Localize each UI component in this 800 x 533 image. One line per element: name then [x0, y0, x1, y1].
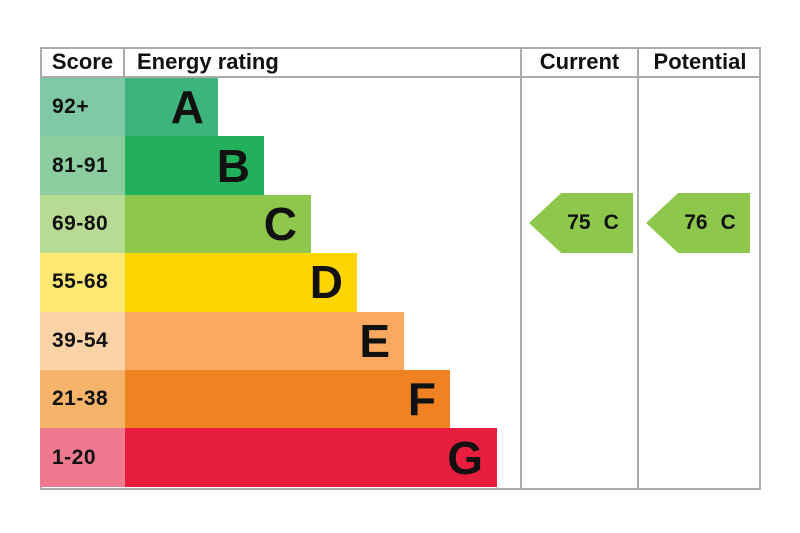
- band-letter: B: [216, 139, 250, 192]
- band-bar: B: [125, 136, 264, 195]
- band-rows: 92+ A 81-91 B 69-80 C 55-68: [40, 78, 500, 487]
- band-score-range: 55-68: [52, 270, 109, 294]
- band-letter: F: [407, 373, 436, 426]
- band-row-c: 69-80 C: [40, 194, 500, 254]
- divider-score-energy: [123, 47, 125, 78]
- band-score-range: 92+: [52, 95, 90, 119]
- band-score-cell: 1-20: [40, 428, 125, 487]
- band-score-cell: 81-91: [40, 136, 125, 195]
- potential-rating-band: C: [720, 211, 736, 234]
- band-bar: A: [125, 78, 218, 137]
- band-score-cell: 21-38: [40, 369, 125, 429]
- current-rating-value: 75: [567, 211, 591, 234]
- band-letter: C: [263, 197, 297, 250]
- band-bar: F: [125, 369, 450, 429]
- header-bottom-border: [40, 76, 761, 78]
- band-row-f: 21-38 F: [40, 369, 500, 429]
- band-bar: D: [125, 253, 357, 312]
- band-score-range: 69-80: [52, 211, 109, 235]
- band-score-cell: 69-80: [40, 194, 125, 254]
- band-bar: C: [125, 194, 311, 254]
- band-score-cell: 55-68: [40, 253, 125, 312]
- band-row-b: 81-91 B: [40, 136, 500, 195]
- band-score-range: 1-20: [52, 445, 97, 469]
- divider-energy-current: [520, 47, 522, 490]
- band-row-d: 55-68 D: [40, 253, 500, 312]
- current-rating-band: C: [603, 211, 619, 234]
- header-energy-rating: Energy rating: [137, 49, 279, 74]
- band-bar: G: [125, 428, 497, 487]
- band-row-g: 1-20 G: [40, 428, 500, 487]
- band-letter: E: [359, 314, 390, 367]
- divider-current-potential: [637, 47, 639, 490]
- band-score-range: 21-38: [52, 387, 109, 411]
- current-rating-text: 75 C: [543, 211, 619, 235]
- band-bar: E: [125, 311, 404, 370]
- potential-rating-value: 76: [684, 211, 708, 234]
- band-letter: G: [447, 431, 483, 484]
- band-score-range: 39-54: [52, 328, 109, 352]
- header-potential: Potential: [653, 49, 747, 74]
- band-score-cell: 39-54: [40, 311, 125, 370]
- band-score-range: 81-91: [52, 153, 109, 177]
- header-score: Score: [51, 49, 114, 74]
- band-letter: D: [309, 256, 343, 309]
- header-current: Current: [539, 49, 620, 74]
- potential-rating-text: 76 C: [660, 211, 736, 235]
- band-row-e: 39-54 E: [40, 311, 500, 370]
- band-score-cell: 92+: [40, 78, 125, 137]
- band-row-a: 92+ A: [40, 78, 500, 137]
- band-letter: A: [170, 81, 204, 134]
